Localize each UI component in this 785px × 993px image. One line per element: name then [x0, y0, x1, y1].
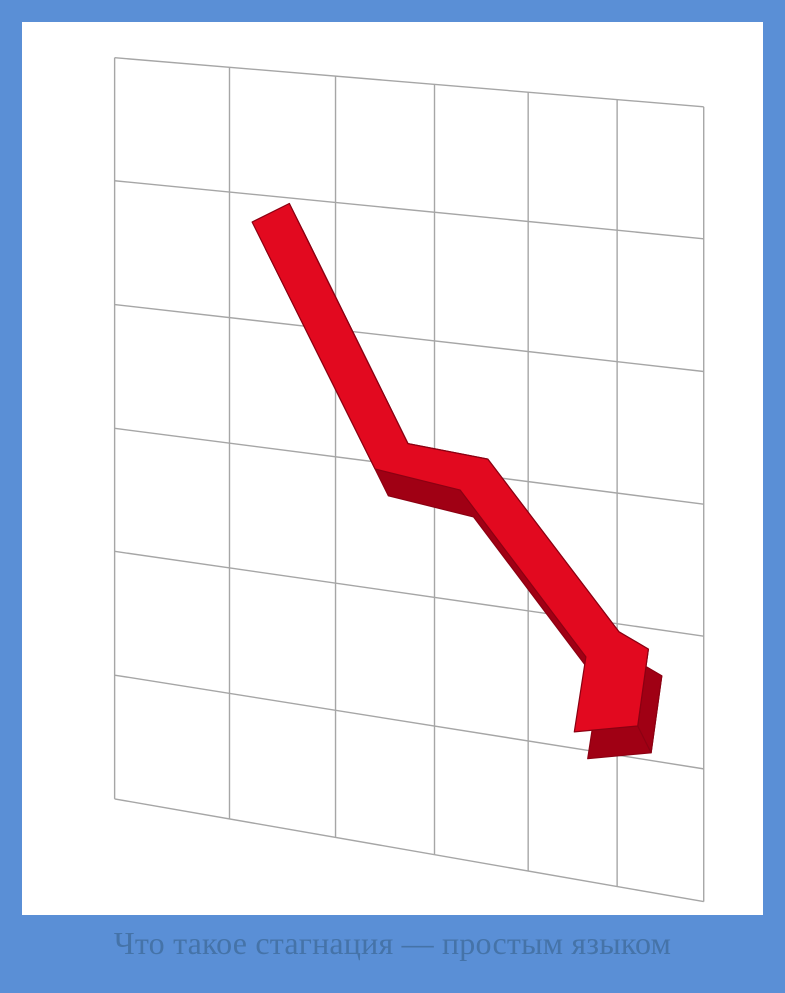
caption-bar: Что такое стагнация — простым языком [22, 915, 763, 971]
chart-svg [22, 22, 763, 915]
chart-canvas [22, 22, 763, 915]
outer-frame: Что такое стагнация — простым языком [0, 0, 785, 993]
caption-text: Что такое стагнация — простым языком [114, 925, 671, 962]
